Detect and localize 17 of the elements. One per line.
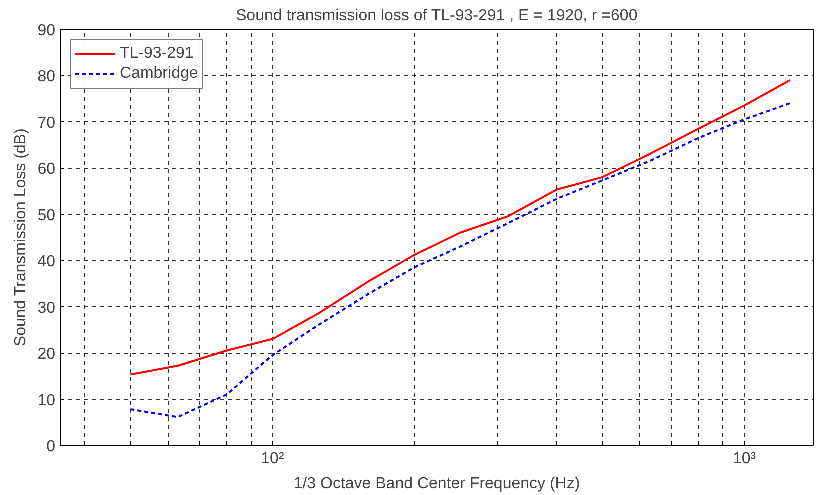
x-tick-label: 10³ [732,450,757,468]
y-axis-title: Sound Transmission Loss (dB) [12,128,30,347]
x-axis-title: 1/3 Octave Band Center Frequency (Hz) [294,476,580,492]
legend-label: TL-93-291 [120,45,194,63]
y-tick-label: 50 [38,207,56,224]
y-tick-label: 90 [38,22,56,40]
y-tick-label: 80 [38,68,56,86]
y-tick-label: 10 [38,392,56,410]
y-tick-label: 0 [46,438,56,456]
y-tick-label: 60 [38,161,56,178]
y-tick-label: 70 [38,114,56,132]
legend-label: Cambridge [120,65,198,83]
y-tick-label: 30 [38,300,56,317]
x-tick-label: 10² [261,450,285,468]
y-tick-label: 40 [38,254,56,271]
chart-title: Sound transmission loss of TL-93-291 , E = 1920, r =600 [236,8,638,24]
y-tick-label: 20 [38,346,56,364]
